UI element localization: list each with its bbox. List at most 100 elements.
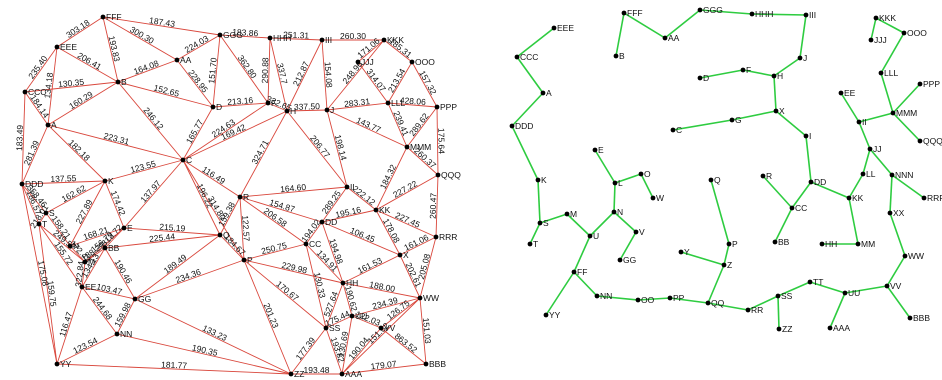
network-node-label-N: N [73,241,79,251]
network-node-label-Q: Q [223,230,230,240]
tree-node-label-HHH: HHH [755,9,773,19]
network-edge-KK-X [375,209,401,256]
network-edge-DD-KK [321,209,377,223]
tree-node-DD [808,179,814,185]
network-edge-M-EE [81,261,86,288]
edge-weight-label: 130.33 [312,271,328,299]
network-edge-SS-ZZ [290,327,327,375]
edge-weight-label: 151.03 [421,317,433,344]
edge-weight-label: 130.35 [58,77,85,90]
network-edge-DDD-K [21,180,106,185]
network-node-JJJ [355,59,361,65]
tree-node-BB [772,239,778,245]
network-node-KK [373,207,379,213]
tree-edge-FF-YY [545,271,575,316]
network-node-CCC [22,89,28,95]
edge-weight-label: 251.31 [283,30,310,41]
tree-node-U [587,233,593,239]
tree-node-label-AAA: AAA [833,323,850,333]
edge-weight-label: 227.22 [391,178,419,200]
edge-weight-label: 181.77 [161,359,188,370]
tree-node-label-VV: VV [890,281,902,291]
tree-node-AA [662,35,668,41]
network-edge-FFF-GGG [102,16,221,36]
network-edge-GGG-D [212,34,221,108]
network-node-SS [323,325,329,331]
tree-node-label-PPP: PPP [923,79,940,89]
network-node-C [180,157,186,163]
tree-edge-A-DDD [511,92,544,127]
tree-edge-AA-GGG [664,9,701,39]
network-node-HH [340,280,346,286]
tree-edge-VV-BBB [886,285,911,319]
edge-weight-label: 206.41 [76,50,104,72]
network-edge-J-MMM [326,109,408,148]
tree-node-label-G: G [735,115,742,125]
network-node-III [319,37,325,43]
network-edge-SS-HH [325,282,344,329]
network-node-BB [102,245,108,251]
edge-weight-label: 151.70 [206,57,219,84]
tree-node-O [638,171,644,177]
edge-weight-label: 283.31 [344,96,371,109]
edge-weight-label: 190.46 [113,258,135,286]
tree-node-label-C: C [676,125,682,135]
tree-node-MM [855,241,861,247]
tree-node-X [773,108,779,114]
network-edge-S-K [45,180,106,214]
network-edge-P-HH [243,259,344,284]
tree-node-KK [846,195,852,201]
tree-edge-WW-VV [886,255,906,287]
network-node-label-S: S [49,208,55,218]
tree-edge-FFF-AA [623,12,666,39]
tree-node-label-P: P [732,239,738,249]
tree-edge-OO-NN [596,295,639,301]
network-edge-MMM-KK [375,146,408,211]
network-edge-R-CC [239,196,307,245]
network-node-label-QQQ: QQQ [441,170,461,180]
tree-edge-P-Q [710,179,730,245]
edge-weight-label: 190.35 [191,342,219,358]
network-node-BBB [423,361,429,367]
network-node-D [210,104,216,110]
tree-edge-FFF-B [615,12,625,57]
network-node-label-T: T [42,219,47,229]
network-edge-H-C [182,110,288,161]
network-edge-CCC-EEE [24,46,58,93]
network-node-label-C: C [186,155,192,165]
network-edge-MMM-QQQ [406,146,439,176]
network-edge-BB-GG [104,247,136,300]
tree-edge-XX-WW [889,212,906,257]
network-edge-LLL-MMM [387,102,408,148]
network-edge-III-H [286,39,323,112]
edge-weight-label: 289.62 [407,111,431,138]
network-edge-KK-RRR [375,209,437,238]
network-node-label-CCC: CCC [28,87,46,97]
tree-node-T [527,241,533,247]
network-edge-II-DD [321,186,348,223]
network-node-OOO [409,59,415,65]
network-node-label-P: P [247,255,253,265]
tree-edge-D-F [699,69,744,79]
edge-weight-label: 223.31 [103,131,131,147]
tree-edge-NNN-RRR [891,174,925,199]
tree-node-V [633,229,639,235]
tree-node-label-ZZ: ZZ [782,324,792,334]
network-edge-EEE-B [56,46,119,83]
network-edge-EE-GG [81,286,136,300]
edge-weight-label: 193.83 [107,35,123,63]
network-node-CC [303,241,309,247]
network-edge-VV-WW [380,297,421,329]
network-edge-T-EE [38,223,83,288]
tree-node-label-X: X [779,106,785,116]
network-edge-Q-GG [134,234,221,300]
network-edge-KK-QQQ [375,174,439,211]
network-node-label-PPP: PPP [440,102,457,112]
tree-edge-V-GG [619,231,637,261]
edge-weight-label: 213.54 [386,67,408,95]
network-edge-K-E [104,180,125,229]
tree-node-label-NNN: NNN [895,170,913,180]
network-node-X [397,252,403,258]
tree-node-label-XX: XX [893,208,905,218]
